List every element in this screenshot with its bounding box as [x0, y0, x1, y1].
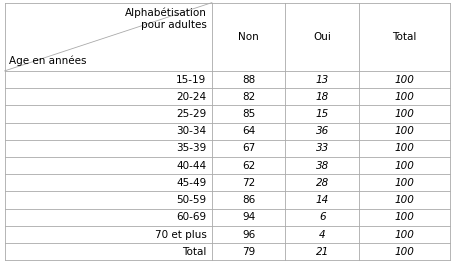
Text: 96: 96 — [242, 230, 255, 240]
Text: 100: 100 — [395, 92, 415, 102]
Text: 15-19: 15-19 — [176, 74, 207, 84]
Text: 13: 13 — [316, 74, 329, 84]
Text: 40-44: 40-44 — [177, 161, 207, 171]
Text: 35-39: 35-39 — [176, 143, 207, 153]
Text: 15: 15 — [316, 109, 329, 119]
Text: 72: 72 — [242, 178, 255, 188]
Text: 100: 100 — [395, 178, 415, 188]
Text: 100: 100 — [395, 212, 415, 222]
Text: 88: 88 — [242, 74, 255, 84]
Text: 100: 100 — [395, 247, 415, 257]
Text: 25-29: 25-29 — [176, 109, 207, 119]
Text: 30-34: 30-34 — [177, 126, 207, 136]
Text: 50-59: 50-59 — [177, 195, 207, 205]
Text: 100: 100 — [395, 230, 415, 240]
Text: 14: 14 — [316, 195, 329, 205]
Text: 38: 38 — [316, 161, 329, 171]
Text: 100: 100 — [395, 109, 415, 119]
Text: 94: 94 — [242, 212, 255, 222]
Text: 18: 18 — [316, 92, 329, 102]
Text: Total: Total — [182, 247, 207, 257]
Text: 100: 100 — [395, 161, 415, 171]
Text: 60-69: 60-69 — [177, 212, 207, 222]
Text: 85: 85 — [242, 109, 255, 119]
Text: Non: Non — [238, 32, 259, 42]
Text: 4: 4 — [319, 230, 326, 240]
Text: 67: 67 — [242, 143, 255, 153]
Text: 100: 100 — [395, 126, 415, 136]
Text: 82: 82 — [242, 92, 255, 102]
Text: 6: 6 — [319, 212, 326, 222]
Text: 20-24: 20-24 — [177, 92, 207, 102]
Text: 28: 28 — [316, 178, 329, 188]
Text: 86: 86 — [242, 195, 255, 205]
Text: 79: 79 — [242, 247, 255, 257]
Text: 62: 62 — [242, 161, 255, 171]
Text: 100: 100 — [395, 143, 415, 153]
Text: Alphabétisation
pour adultes: Alphabétisation pour adultes — [125, 8, 207, 30]
Text: Age en années: Age en années — [9, 55, 86, 66]
Text: 64: 64 — [242, 126, 255, 136]
Text: 36: 36 — [316, 126, 329, 136]
Text: 21: 21 — [316, 247, 329, 257]
Text: 33: 33 — [316, 143, 329, 153]
Text: 100: 100 — [395, 195, 415, 205]
Text: 100: 100 — [395, 74, 415, 84]
Text: Oui: Oui — [313, 32, 331, 42]
Text: Total: Total — [393, 32, 417, 42]
Text: 70 et plus: 70 et plus — [155, 230, 207, 240]
Text: 45-49: 45-49 — [176, 178, 207, 188]
